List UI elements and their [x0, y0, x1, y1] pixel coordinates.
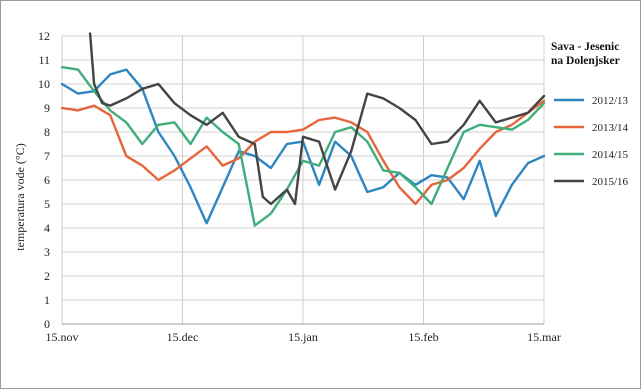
chart-title-line-2: na Dolenjsker — [551, 55, 620, 67]
legend-label-2015-16: 2015/16 — [592, 176, 629, 188]
y-tick-5: 5 — [44, 197, 50, 211]
chart-title: Sava - Jesenic na Dolenjsker — [551, 41, 620, 67]
y-tick-10: 10 — [38, 77, 50, 91]
x-tick-15.jan: 15.jan — [288, 330, 318, 344]
y-tick-11: 11 — [38, 53, 50, 67]
y-tick-9: 9 — [44, 101, 50, 115]
x-tick-labels: 15.nov 15.dec 15.jan 15.feb 15.mar — [46, 330, 561, 344]
x-tick-15.feb: 15.feb — [408, 330, 438, 344]
y-tick-6: 6 — [44, 173, 50, 187]
series-line-2013-14 — [60, 99, 546, 206]
y-tick-0: 0 — [44, 317, 50, 331]
legend: 2012/13 2013/14 2014/15 2015/16 — [554, 95, 629, 188]
y-tick-2: 2 — [44, 269, 50, 283]
y-tick-3: 3 — [44, 245, 50, 259]
chart-title-line-1: Sava - Jesenic — [551, 41, 619, 53]
legend-label-2014-15: 2014/15 — [592, 149, 629, 161]
y-axis-label: temperatura vode (°C) — [13, 143, 27, 250]
series-line-2014-15 — [60, 65, 546, 227]
y-tick-7: 7 — [44, 149, 50, 163]
legend-label-2012-13: 2012/13 — [592, 95, 629, 107]
y-tick-8: 8 — [44, 125, 50, 139]
x-tick-15.nov: 15.nov — [46, 330, 79, 344]
x-tick-15.dec: 15.dec — [167, 330, 199, 344]
x-tick-15.mar: 15.mar — [527, 330, 561, 344]
y-tick-1: 1 — [44, 293, 50, 307]
series-lines — [60, 32, 546, 227]
series-line-2015-16 — [88, 32, 546, 206]
y-tick-4: 4 — [44, 221, 50, 235]
y-tick-12: 12 — [38, 29, 50, 43]
legend-label-2013-14: 2013/14 — [592, 122, 629, 134]
